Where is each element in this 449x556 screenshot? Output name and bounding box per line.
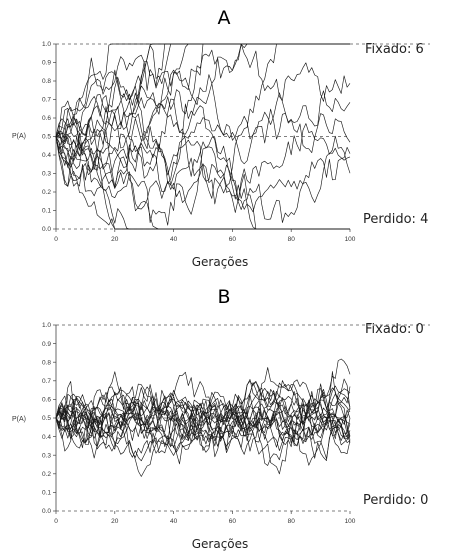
panel-b-x-tick-label: 20 <box>111 518 119 525</box>
panel-a-letter: A <box>218 7 231 29</box>
panel-b-y-tick-label: 0.5 <box>42 415 51 422</box>
panel-b-y-tick-label: 0.9 <box>42 341 51 348</box>
panel-a-series-line <box>55 69 351 154</box>
panel-b-y-tick-label: 0.2 <box>42 471 51 478</box>
panel-a-fixed-annotation: Fixado: 6 <box>365 42 424 57</box>
panel-a-x-ticks: 0 20 40 60 80 100 <box>54 229 356 243</box>
panel-a-x-tick-label: 60 <box>229 236 237 243</box>
panel-b-series-line <box>55 387 351 465</box>
panel-b-y-tick-label: 0.1 <box>42 490 51 497</box>
panel-a-y-axis-label: P(A) <box>12 133 26 140</box>
panel-a-series-line <box>55 136 350 230</box>
panel-b-series-line <box>55 386 351 449</box>
panel-b-series-line <box>55 367 351 459</box>
panel-b-x-tick-label: 0 <box>54 518 58 525</box>
panel-a-series-line <box>55 43 350 137</box>
panel-b-y-tick-label: 0.7 <box>42 378 51 385</box>
panel-a-series-line <box>55 100 351 223</box>
panel-a-x-tick-label: 0 <box>54 236 58 243</box>
panel-a-series-line <box>55 43 350 166</box>
panel-b-x-tick-label: 100 <box>345 518 356 525</box>
panel-a-series-line <box>55 43 350 197</box>
panel-a-y-tick-label: 0.0 <box>42 226 51 233</box>
panel-a-y-tick-label: 0.6 <box>42 115 51 122</box>
panel-b-y-tick-label: 0.0 <box>42 508 51 515</box>
panel-a: A 0.0 0.1 0.2 0.3 0.4 0.5 0.6 0.7 0.8 0.9 1.0 0 20 4… <box>12 7 430 269</box>
panel-a-y-tick-label: 0.9 <box>42 60 51 67</box>
panel-b-x-tick-label: 80 <box>288 518 296 525</box>
panel-b-fixed-annotation: Fixado: 0 <box>365 322 424 337</box>
panel-a-y-tick-label: 0.1 <box>42 208 51 215</box>
panel-b-x-tick-label: 40 <box>170 518 178 525</box>
panel-b-y-tick-label: 0.6 <box>42 397 51 404</box>
panel-b-series <box>55 358 351 477</box>
panel-b-series-line <box>55 371 351 466</box>
panel-b-series-line <box>55 395 351 455</box>
panel-a-x-tick-label: 100 <box>345 236 356 243</box>
panel-b-y-tick-label: 1.0 <box>42 322 51 329</box>
panel-b-x-tick-label: 60 <box>229 518 237 525</box>
panel-b-y-tick-label: 0.3 <box>42 452 51 459</box>
panel-a-lost-annotation: Perdido: 4 <box>363 212 428 227</box>
panel-b-letter: B <box>217 286 230 308</box>
panel-a-y-tick-label: 0.8 <box>42 78 51 85</box>
panel-b-y-axis-label: P(A) <box>12 416 26 423</box>
panel-a-series-line <box>55 103 351 210</box>
panel-a-series-line <box>55 43 350 143</box>
panel-b-y-ticks: 0.0 0.1 0.2 0.3 0.4 0.5 0.6 0.7 0.8 0.9 1.0 <box>42 322 56 515</box>
panel-a-x-tick-label: 20 <box>111 236 119 243</box>
panel-a-y-tick-label: 0.3 <box>42 171 51 178</box>
panel-b-y-tick-label: 0.8 <box>42 359 51 366</box>
panel-b-x-axis-label: Gerações <box>192 537 249 551</box>
panel-a-series-line <box>55 102 351 213</box>
panel-b-y-tick-label: 0.4 <box>42 434 51 441</box>
panel-a-y-tick-label: 0.4 <box>42 152 51 159</box>
panel-a-series-line <box>55 43 351 152</box>
panel-a-y-ticks: 0.0 0.1 0.2 0.3 0.4 0.5 0.6 0.7 0.8 0.9 1.0 <box>42 41 56 233</box>
panel-b-series-line <box>55 371 351 459</box>
panel-a-y-tick-label: 1.0 <box>42 41 51 48</box>
panel-b-lost-annotation: Perdido: 0 <box>363 493 428 508</box>
panel-a-series-line <box>55 92 350 230</box>
panel-a-x-axis-label: Gerações <box>192 255 249 269</box>
panel-b-x-ticks: 0 20 40 60 80 100 <box>54 511 356 525</box>
panel-a-x-tick-label: 40 <box>170 236 178 243</box>
panel-a-x-tick-label: 80 <box>288 236 296 243</box>
panel-a-series-line <box>55 90 351 184</box>
panel-b: B 0.0 0.1 0.2 0.3 0.4 0.5 0.6 0.7 0.8 0.9 1.0 0 20 4… <box>12 286 430 551</box>
panel-a-y-tick-label: 0.7 <box>42 97 51 104</box>
panel-a-y-tick-label: 0.2 <box>42 189 51 196</box>
panel-a-y-tick-label: 0.5 <box>42 134 51 141</box>
panel-a-series <box>55 43 351 230</box>
